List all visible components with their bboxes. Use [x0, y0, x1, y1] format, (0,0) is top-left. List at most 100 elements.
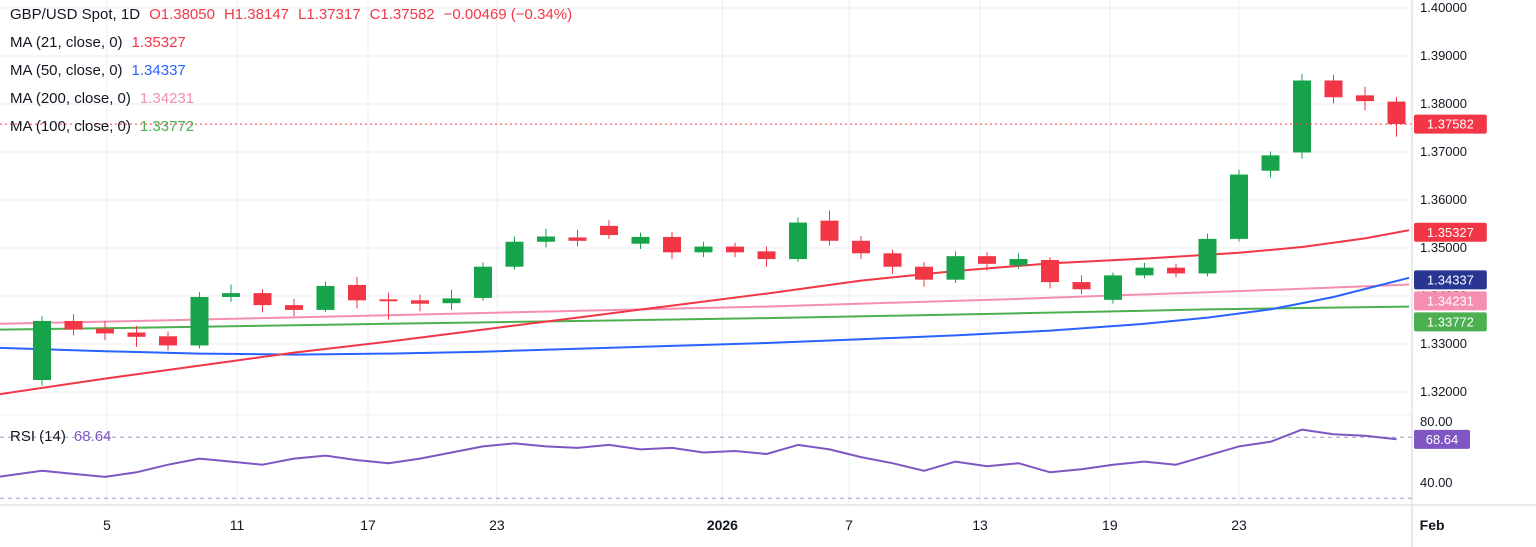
candle-body [1072, 282, 1091, 290]
ma100-label: MA (100, close, 0) [10, 118, 131, 135]
price-axis-label: 1.38000 [1420, 96, 1467, 111]
candle-body [1104, 275, 1122, 300]
candle-body [978, 256, 996, 264]
price-badge[interactable]: 1.37582 [1414, 114, 1487, 134]
time-axis-label: 7 [845, 517, 853, 533]
ma50-value: 1.34337 [131, 62, 186, 79]
price-axis-label: 1.37000 [1420, 144, 1467, 159]
price-badge[interactable]: 1.33772 [1414, 312, 1487, 332]
ma-line-ma200 [0, 283, 1410, 325]
rsi-axis-label: 40.00 [1420, 475, 1453, 490]
rsi-label: RSI (14) [10, 428, 66, 445]
candle-body [1230, 174, 1248, 239]
candle-body [316, 285, 335, 310]
ohlc-open: O1.38050 [149, 6, 215, 23]
price-badge[interactable]: 1.34337 [1414, 270, 1487, 290]
price-axis-label: 1.36000 [1420, 192, 1467, 207]
candle-body [442, 298, 461, 304]
price-axis-label: 1.33000 [1420, 336, 1467, 351]
time-axis-label: 13 [972, 517, 988, 533]
ma21-legend-row[interactable]: MA (21, close, 0) 1.35327 [10, 33, 195, 53]
symbol-title[interactable]: GBP/USD Spot, 1D [10, 6, 141, 23]
candle-body [757, 251, 776, 260]
badge-bg [1414, 312, 1487, 332]
rsi-legend-row[interactable]: RSI (14) 68.64 [10, 428, 119, 445]
ohlc-high: H1.38147 [223, 6, 290, 23]
badge-bg [1414, 114, 1487, 134]
rsi-value: 68.64 [73, 428, 112, 445]
ma21-label: MA (21, close, 0) [10, 34, 123, 51]
candle-body [631, 236, 650, 244]
candle-body [915, 266, 933, 280]
time-axis-label: 17 [360, 517, 376, 533]
ma50-label: MA (50, close, 0) [10, 62, 123, 79]
price-axis-label: 1.40000 [1420, 0, 1467, 15]
candle-body [789, 222, 807, 260]
candle-body [348, 284, 366, 301]
candle-body [159, 336, 177, 346]
badge-text: 68.64 [1426, 432, 1459, 447]
candle-body [505, 241, 524, 267]
candle-body [127, 332, 146, 337]
candle-body [663, 236, 681, 253]
candle-body [694, 246, 713, 253]
time-axis[interactable]: 5 11 17 23 2026 7 13 19 23 Feb [103, 517, 1445, 533]
candle-body [537, 236, 555, 242]
ma21-value: 1.35327 [131, 34, 186, 51]
candle-body [1135, 267, 1154, 276]
candlestick-series[interactable] [33, 73, 1406, 386]
price-axis-label: 1.32000 [1420, 384, 1467, 399]
badge-text: 1.33772 [1427, 314, 1474, 329]
ma200-value: 1.34231 [139, 90, 195, 107]
ma50-legend-row[interactable]: MA (50, close, 0) 1.34337 [10, 61, 195, 81]
time-axis-label: 23 [1231, 517, 1247, 533]
ma100-legend-row[interactable]: MA (100, close, 0) 1.33772 [10, 117, 203, 137]
candle-body [883, 253, 902, 267]
time-axis-label: 5 [103, 517, 111, 533]
candle-body [568, 237, 587, 241]
ohlc-change: −0.00469 (−0.34%) [443, 6, 573, 23]
candle-body [1009, 259, 1028, 266]
time-axis-label: 19 [1102, 517, 1118, 533]
rsi-badge[interactable]: 68.64 [1414, 429, 1470, 449]
axis-badges[interactable]: 1.37582 1.35327 1.34337 1.34231 1.33772 68.64 [1414, 114, 1487, 449]
time-axis-label: 11 [230, 517, 245, 533]
candle-body [1356, 95, 1374, 102]
price-badge[interactable]: 1.35327 [1414, 222, 1487, 242]
badge-text: 1.37582 [1427, 117, 1474, 132]
candle-body [190, 296, 209, 346]
candle-body [64, 320, 83, 330]
ohlc-low: L1.37317 [298, 6, 361, 23]
candle-body [820, 220, 839, 241]
candle-body [600, 225, 618, 236]
badge-text: 1.34337 [1427, 272, 1474, 287]
badge-text: 1.35327 [1427, 225, 1474, 240]
ma200-legend-row[interactable]: MA (200, close, 0) 1.34231 [10, 89, 203, 109]
ma-line-ma50 [0, 276, 1410, 356]
badge-bg [1414, 429, 1470, 449]
ma-line-ma100 [0, 305, 1410, 331]
symbol-ohlc-row[interactable]: GBP/USD Spot, 1D O1.38050 H1.38147 L1.37317… [10, 5, 581, 25]
candle-body [1261, 155, 1280, 171]
candle-body [33, 320, 51, 380]
ma200-label: MA (200, close, 0) [10, 90, 131, 107]
price-axis-label: 1.39000 [1420, 48, 1467, 63]
candle-body [946, 256, 965, 280]
price-badge[interactable]: 1.34231 [1414, 291, 1487, 311]
rsi-line [0, 428, 1397, 478]
candle-body [1167, 267, 1185, 274]
candle-body [285, 305, 303, 310]
ohlc-close: C1.37582 [369, 6, 435, 23]
candle-body [411, 300, 429, 304]
candle-body [96, 328, 114, 334]
grid-lines [0, 0, 1412, 505]
candle-body [1387, 101, 1406, 125]
price-axis-label: 1.35000 [1420, 240, 1467, 255]
candle-body [1041, 260, 1059, 283]
candle-body [852, 240, 870, 254]
badge-bg [1414, 291, 1487, 311]
time-axis-label: 2026 [707, 517, 738, 533]
candle-body [1198, 238, 1217, 274]
